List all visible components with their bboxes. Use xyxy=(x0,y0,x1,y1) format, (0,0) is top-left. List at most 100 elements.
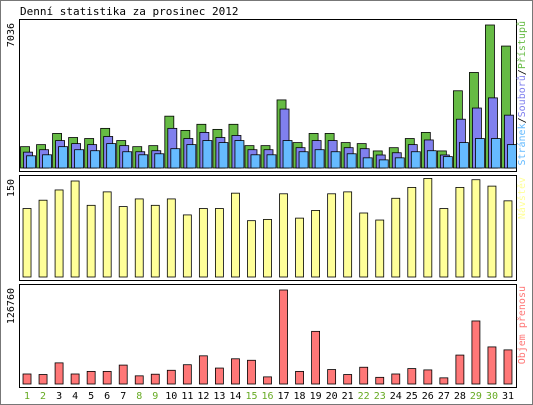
bar-requests-stranek-3 xyxy=(58,146,68,169)
x-tick-label-16: 16 xyxy=(261,391,273,402)
bar-visits-navstev-20 xyxy=(327,193,337,278)
x-tick-label-25: 25 xyxy=(406,391,418,402)
x-tick-label-8: 8 xyxy=(136,391,142,402)
x-tick-label-19: 19 xyxy=(310,391,322,402)
x-tick-label-14: 14 xyxy=(229,391,241,402)
x-tick-label-21: 21 xyxy=(342,391,354,402)
legend-entry-traffic-0: Objem přenosu xyxy=(516,286,528,364)
bar-visits-navstev-12 xyxy=(198,208,208,278)
bar-traffic-objem-12 xyxy=(198,355,208,385)
bar-visits-navstev-23 xyxy=(375,219,385,278)
x-tick-label-11: 11 xyxy=(181,391,193,402)
legend-traffic: Objem přenosu xyxy=(516,286,528,364)
bar-requests-stranek-29 xyxy=(475,138,485,169)
bar-requests-stranek-6 xyxy=(106,143,117,169)
x-tick-label-28: 28 xyxy=(454,391,466,402)
bar-traffic-objem-10 xyxy=(166,369,176,385)
x-tick-label-15: 15 xyxy=(245,391,257,402)
bar-visits-navstev-13 xyxy=(214,208,224,278)
bar-visits-navstev-3 xyxy=(54,189,64,278)
bar-visits-navstev-26 xyxy=(423,178,433,278)
x-tick-label-31: 31 xyxy=(502,391,514,402)
y-max-label-visits: 150 xyxy=(6,179,17,197)
bar-visits-navstev-10 xyxy=(166,198,176,278)
bar-requests-stranek-25 xyxy=(410,151,421,169)
bar-visits-navstev-4 xyxy=(70,180,80,278)
x-tick-label-2: 2 xyxy=(40,391,46,402)
bar-requests-stranek-24 xyxy=(394,157,405,169)
bar-requests-stranek-11 xyxy=(186,144,197,169)
bar-visits-navstev-18 xyxy=(295,217,304,278)
x-tick-label-17: 17 xyxy=(278,391,290,402)
legend-entry-requests-1: / xyxy=(517,117,528,123)
x-tick-labels: 1 2 3 4 5 6 7 8 9 10 11 12 13 14 15 16 17 18 19 20 21 22 23 24 2… xyxy=(24,391,514,402)
bar-requests-stranek-20 xyxy=(330,151,341,169)
x-tick-label-12: 12 xyxy=(197,391,209,402)
legend-entry-requests-0: Stránek xyxy=(516,123,528,165)
bar-traffic-objem-29 xyxy=(471,320,481,385)
bar-traffic-objem-25 xyxy=(407,368,417,385)
bar-traffic-objem-24 xyxy=(391,373,401,385)
bar-traffic-objem-19 xyxy=(311,330,321,385)
bar-traffic-objem-6 xyxy=(102,370,112,385)
bar-traffic-objem-9 xyxy=(150,373,160,385)
x-tick-label-1: 1 xyxy=(24,391,30,402)
bar-traffic-objem-23 xyxy=(375,376,385,385)
x-tick-label-18: 18 xyxy=(294,391,306,402)
bar-visits-navstev-21 xyxy=(343,191,353,278)
x-tick-label-24: 24 xyxy=(390,391,402,402)
bar-visits-navstev-28 xyxy=(455,186,465,278)
x-tick-label-22: 22 xyxy=(358,391,370,402)
legend-visits: Návštěv xyxy=(516,177,528,219)
bar-traffic-objem-11 xyxy=(182,364,192,385)
bar-requests-stranek-12 xyxy=(202,140,213,169)
bar-requests-stranek-27 xyxy=(442,156,453,169)
bar-traffic-objem-21 xyxy=(343,374,353,385)
x-tick-label-20: 20 xyxy=(326,391,338,402)
bar-traffic-objem-7 xyxy=(118,364,128,385)
bar-traffic-objem-1 xyxy=(22,373,32,385)
bar-requests-stranek-16 xyxy=(266,154,277,169)
x-tick-label-13: 13 xyxy=(213,391,225,402)
x-tick-label-7: 7 xyxy=(120,391,126,402)
legend-entry-requests-4: Přístupů xyxy=(516,21,528,69)
bar-requests-stranek-26 xyxy=(426,150,437,169)
x-tick-label-5: 5 xyxy=(88,391,94,402)
bar-traffic-objem-28 xyxy=(455,354,465,385)
bar-traffic-objem-4 xyxy=(70,373,80,385)
bar-requests-stranek-17 xyxy=(282,140,293,169)
bar-traffic-objem-14 xyxy=(231,358,240,385)
bar-requests-stranek-18 xyxy=(298,151,309,169)
bar-requests-stranek-7 xyxy=(122,151,133,169)
bar-requests-stranek-30 xyxy=(491,138,501,169)
legend-entry-requests-3: / xyxy=(517,69,528,75)
bar-visits-navstev-22 xyxy=(359,212,369,278)
x-tick-label-10: 10 xyxy=(165,391,177,402)
bar-visits-navstev-25 xyxy=(407,186,417,278)
x-tick-label-29: 29 xyxy=(470,391,482,402)
bar-visits-navstev-14 xyxy=(231,192,240,278)
chart-title: Denní statistika za prosinec 2012 xyxy=(20,5,239,18)
bar-requests-stranek-9 xyxy=(154,153,165,169)
bar-requests-stranek-31 xyxy=(507,144,517,169)
bar-traffic-objem-13 xyxy=(214,367,224,385)
x-tick-label-23: 23 xyxy=(374,391,386,402)
x-tick-label-3: 3 xyxy=(56,391,62,402)
bar-traffic-objem-31 xyxy=(503,349,513,385)
bar-visits-navstev-11 xyxy=(182,214,192,278)
bar-traffic-objem-26 xyxy=(423,369,433,385)
bar-visits-navstev-8 xyxy=(134,198,144,278)
bar-traffic-objem-17 xyxy=(279,289,288,385)
x-tick-label-6: 6 xyxy=(104,391,110,402)
bar-visits-navstev-24 xyxy=(391,197,401,278)
panel-visits: 150 Návštěv xyxy=(6,175,528,281)
bar-traffic-objem-2 xyxy=(38,374,48,385)
bar-visits-navstev-16 xyxy=(263,218,272,278)
bar-visits-navstev-29 xyxy=(471,179,481,278)
bar-requests-stranek-1 xyxy=(26,155,36,169)
bar-visits-navstev-6 xyxy=(102,191,112,278)
bar-requests-stranek-15 xyxy=(250,154,261,169)
bar-requests-stranek-10 xyxy=(170,148,181,169)
bar-requests-stranek-28 xyxy=(458,142,469,169)
